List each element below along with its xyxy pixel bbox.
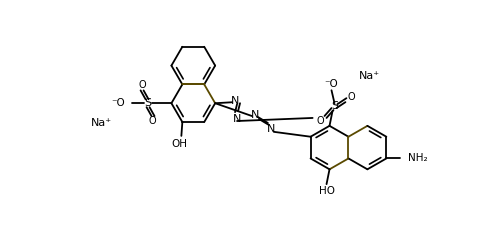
Text: N: N — [233, 114, 241, 124]
Text: N: N — [267, 124, 275, 134]
Text: O: O — [317, 116, 324, 126]
Text: HO: HO — [318, 186, 335, 196]
Text: NH₂: NH₂ — [408, 153, 428, 163]
Text: O: O — [139, 80, 147, 90]
Text: S: S — [331, 101, 338, 111]
Text: Na⁺: Na⁺ — [359, 72, 380, 81]
Text: N: N — [251, 110, 259, 120]
Text: N: N — [231, 96, 239, 106]
Text: ⁻O: ⁻O — [111, 98, 124, 108]
Text: OH: OH — [172, 139, 187, 149]
Text: Na⁺: Na⁺ — [91, 118, 112, 128]
Text: O: O — [347, 92, 355, 102]
Text: S: S — [144, 98, 151, 108]
Text: O: O — [148, 116, 156, 126]
Text: ⁻O: ⁻O — [325, 79, 339, 89]
